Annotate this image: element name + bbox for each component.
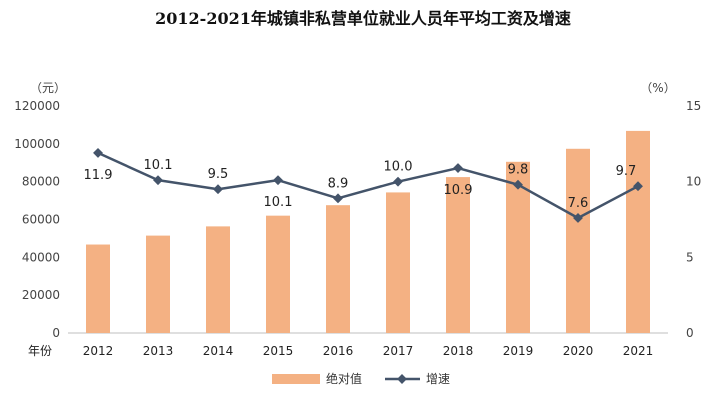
line-data-label: 9.5 <box>208 167 229 182</box>
line-data-label: 10.0 <box>384 160 413 175</box>
x-axis-tick-label: 2019 <box>503 344 534 358</box>
x-axis-tick-label: 2013 <box>143 344 174 358</box>
bar <box>146 235 170 333</box>
left-axis-tick-label: 20000 <box>22 288 60 302</box>
left-axis: 0 20000 40000 60000 80000 100000 120000 <box>14 99 60 340</box>
legend-marker-line <box>397 374 407 384</box>
line-data-label: 8.9 <box>328 176 349 191</box>
line-point <box>633 181 643 192</box>
legend-swatch-bar <box>272 374 320 384</box>
line-point <box>393 176 403 187</box>
line-point <box>153 175 163 186</box>
left-axis-unit: （元） <box>30 81 66 95</box>
x-axis-tick-label: 2016 <box>323 344 354 358</box>
bar <box>626 130 650 333</box>
line-point <box>273 175 283 186</box>
legend: 绝对值 增速 <box>272 371 450 386</box>
line-data-label: 11.9 <box>84 168 113 183</box>
left-axis-tick-label: 80000 <box>22 175 60 189</box>
bar <box>386 192 410 333</box>
line-data-label: 9.7 <box>616 164 637 179</box>
series-line <box>97 151 639 220</box>
right-axis-unit: （%） <box>640 81 675 95</box>
line-data-label: 10.1 <box>144 158 173 173</box>
bar <box>266 215 290 333</box>
x-axis-label: 年份 <box>28 344 52 358</box>
line-point <box>213 184 223 195</box>
right-axis-tick-label: 5 <box>686 250 694 264</box>
x-axis-tick-label: 2020 <box>563 344 594 358</box>
line-point <box>333 193 343 204</box>
x-axis-tick-label: 2017 <box>383 344 414 358</box>
line-point <box>453 163 463 173</box>
chart-title: 2012-2021年城镇非私营单位就业人员年平均工资及增速 <box>155 9 571 28</box>
x-axis-tick-label: 2014 <box>203 344 234 358</box>
bar <box>206 226 230 333</box>
legend-label-bar: 绝对值 <box>326 371 362 386</box>
legend-label-line: 增速 <box>426 372 450 386</box>
bar <box>566 148 590 333</box>
line-data-label: 10.1 <box>264 195 293 210</box>
x-axis-tick-label: 2015 <box>263 344 294 358</box>
x-axis: 2012 2013 2014 2015 2016 2017 2018 2019 2020 2021 <box>83 344 654 358</box>
line-point <box>573 213 583 223</box>
line-point <box>93 147 103 158</box>
line-point <box>513 179 523 190</box>
left-axis-tick-label: 120000 <box>14 99 60 113</box>
bar <box>446 177 470 333</box>
left-axis-tick-label: 60000 <box>22 213 60 227</box>
line-data-label: 9.8 <box>508 163 529 178</box>
right-axis-tick-label: 15 <box>686 99 701 113</box>
left-axis-tick-label: 40000 <box>22 250 60 264</box>
left-axis-tick-label: 0 <box>52 326 60 340</box>
x-axis-tick-label: 2012 <box>83 344 114 358</box>
right-axis-tick-label: 0 <box>686 326 694 340</box>
x-axis-tick-label: 2018 <box>443 344 474 358</box>
left-axis-tick-label: 100000 <box>14 137 60 151</box>
bar <box>86 244 110 333</box>
line-data-label: 10.9 <box>444 183 473 198</box>
bar <box>326 205 350 333</box>
right-axis: 0 5 10 15 <box>686 99 701 340</box>
line-data-label: 7.6 <box>568 196 589 211</box>
line-series: 11.9 10.1 9.5 10.1 8.9 10.0 10.9 9.8 7.6 9.7 <box>84 147 643 223</box>
right-axis-tick-label: 10 <box>686 175 701 189</box>
x-axis-tick-label: 2021 <box>623 344 654 358</box>
bar-series <box>86 130 650 333</box>
